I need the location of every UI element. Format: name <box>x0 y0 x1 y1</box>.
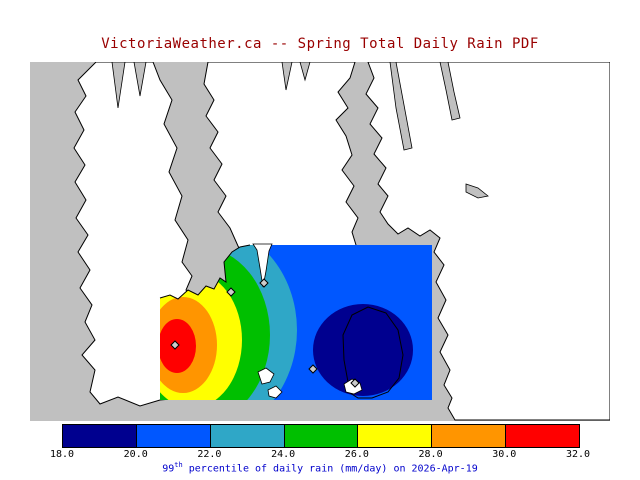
colorbar-segment <box>431 425 506 447</box>
station-diamond <box>226 287 236 297</box>
colorbar-segment <box>357 425 432 447</box>
station-markers <box>170 278 360 388</box>
land-islands-east <box>365 62 610 421</box>
station-diamond <box>170 340 180 350</box>
bay-cut <box>465 183 489 199</box>
colorbar-caption: 99th percentile of daily rain (mm/day) o… <box>0 461 640 474</box>
colorbar-ticks: 18.0 20.0 22.0 24.0 26.0 28.0 30.0 32.0 <box>50 449 590 461</box>
channel-cut <box>389 62 413 151</box>
inlet-cut <box>299 62 311 82</box>
plot-title: VictoriaWeather.ca -- Spring Total Daily… <box>101 36 539 52</box>
colorbar-segment <box>63 425 136 447</box>
colorbar <box>62 424 580 448</box>
harbour-patch <box>257 367 275 385</box>
coastline-overlay <box>159 244 251 300</box>
map-frame <box>30 62 610 421</box>
colorbar-segment <box>209 425 284 447</box>
inlet-cut <box>281 62 293 91</box>
inlet-cut <box>111 62 126 109</box>
station-diamond <box>259 278 269 288</box>
colorbar-segment <box>505 425 580 447</box>
contour-band-18-20 <box>313 304 413 396</box>
station-diamond <box>350 378 360 388</box>
colorbar-tick-label: 20.0 <box>123 449 148 460</box>
colorbar-tick-label: 22.0 <box>197 449 222 460</box>
colorbar-segment <box>283 425 358 447</box>
island-outline <box>342 306 404 399</box>
colorbar-tick-label: 18.0 <box>49 449 75 460</box>
colorbar-tick-label: 28.0 <box>418 449 443 460</box>
caption-superscript: th <box>174 461 183 469</box>
channel-cut <box>439 62 461 121</box>
colorbar-segment <box>135 425 210 447</box>
inlet-cut <box>133 62 147 97</box>
caption-value: 99 <box>162 463 175 475</box>
colorbar-tick-label: 32.0 <box>565 449 591 460</box>
colorbar-tick-label: 24.0 <box>271 449 296 460</box>
harbour-patch <box>267 385 283 399</box>
colorbar-tick-label: 26.0 <box>344 449 369 460</box>
station-diamond <box>308 364 318 374</box>
caption-text: percentile of daily rain (mm/day) on 202… <box>182 463 478 475</box>
map-canvas <box>30 62 610 421</box>
colorbar-tick-label: 30.0 <box>492 449 517 460</box>
